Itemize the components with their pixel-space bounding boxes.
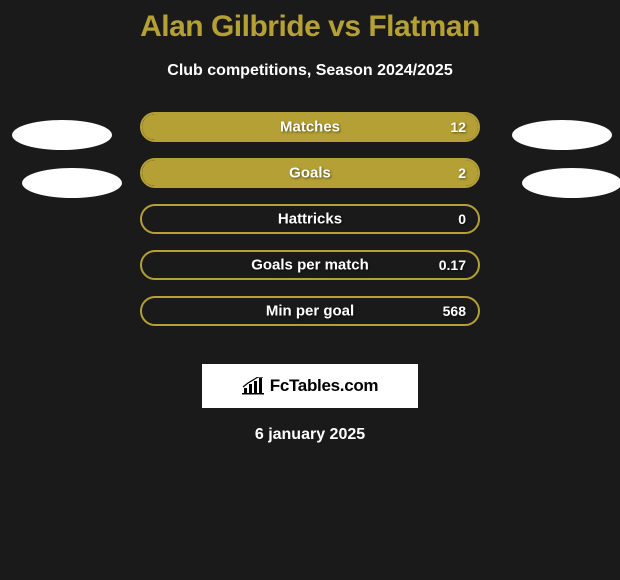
avatar-left-2 bbox=[22, 168, 122, 198]
stat-value: 568 bbox=[443, 303, 466, 319]
chart-area: Matches 12 Goals 2 Hattricks 0 Goals per… bbox=[0, 112, 620, 352]
page-subtitle: Club competitions, Season 2024/2025 bbox=[0, 62, 620, 80]
page-title: Alan Gilbride vs Flatman bbox=[0, 0, 620, 44]
logo-box: FcTables.com bbox=[202, 364, 418, 408]
stat-value: 12 bbox=[450, 119, 466, 135]
logo-text: FcTables.com bbox=[270, 376, 379, 396]
stat-label: Goals per match bbox=[142, 257, 478, 274]
stat-bar-min-per-goal: Min per goal 568 bbox=[140, 296, 480, 326]
stat-label: Goals bbox=[142, 165, 478, 182]
stat-value: 0.17 bbox=[439, 257, 466, 273]
stat-value: 0 bbox=[458, 211, 466, 227]
stat-label: Min per goal bbox=[142, 303, 478, 320]
stat-label: Hattricks bbox=[142, 211, 478, 228]
avatar-left-1 bbox=[12, 120, 112, 150]
stat-bar-hattricks: Hattricks 0 bbox=[140, 204, 480, 234]
stat-value: 2 bbox=[458, 165, 466, 181]
stat-label: Matches bbox=[142, 119, 478, 136]
stat-bar-goals: Goals 2 bbox=[140, 158, 480, 188]
stat-bar-goals-per-match: Goals per match 0.17 bbox=[140, 250, 480, 280]
avatar-right-1 bbox=[512, 120, 612, 150]
chart-icon bbox=[242, 377, 264, 395]
stat-bar-matches: Matches 12 bbox=[140, 112, 480, 142]
avatar-right-2 bbox=[522, 168, 620, 198]
date-text: 6 january 2025 bbox=[0, 426, 620, 444]
